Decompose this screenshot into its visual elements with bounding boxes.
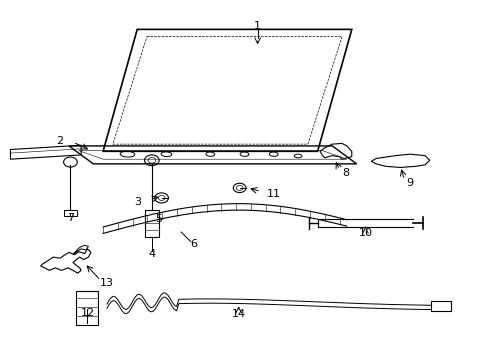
- Text: 14: 14: [231, 310, 245, 319]
- Text: 7: 7: [67, 213, 74, 223]
- Text: 1: 1: [254, 21, 261, 31]
- Text: 9: 9: [406, 177, 413, 188]
- Text: 2: 2: [56, 136, 62, 145]
- Text: 10: 10: [358, 228, 372, 238]
- Text: 11: 11: [266, 189, 280, 199]
- Text: 6: 6: [189, 239, 196, 249]
- Text: 3: 3: [133, 197, 141, 207]
- Text: 12: 12: [80, 309, 94, 318]
- Text: 5: 5: [155, 214, 163, 224]
- Text: 13: 13: [100, 278, 114, 288]
- Text: 8: 8: [342, 168, 349, 178]
- Text: 4: 4: [148, 248, 155, 258]
